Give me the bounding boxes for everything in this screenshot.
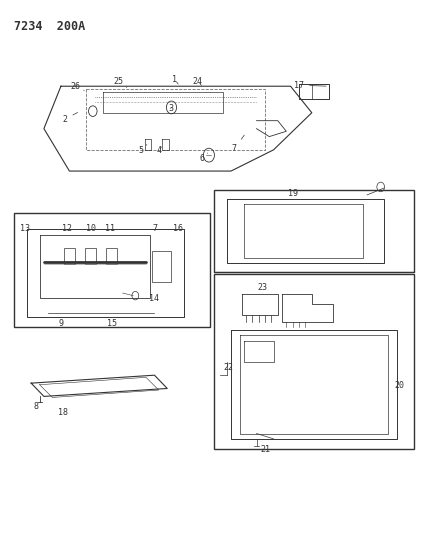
Text: 7234  200A: 7234 200A	[14, 20, 86, 33]
Text: 23: 23	[258, 283, 268, 292]
Text: 17: 17	[294, 80, 326, 90]
Text: 10: 10	[86, 224, 96, 233]
Text: 25: 25	[113, 77, 127, 87]
Text: 21: 21	[260, 445, 270, 454]
Bar	[214, 190, 414, 272]
Text: 11: 11	[105, 224, 115, 233]
Text: 6: 6	[199, 153, 208, 164]
Text: 18: 18	[58, 408, 68, 416]
Text: 24: 24	[193, 77, 203, 86]
Text: 20: 20	[394, 381, 404, 390]
Bar	[14, 214, 210, 327]
Text: 2: 2	[62, 112, 77, 124]
Text: 13: 13	[20, 224, 30, 233]
Text: 22: 22	[224, 363, 234, 372]
Text: 7: 7	[152, 224, 157, 233]
Bar	[85, 248, 96, 264]
Text: 15: 15	[107, 319, 117, 328]
Bar	[107, 248, 117, 264]
Text: 5: 5	[138, 144, 147, 156]
Text: 19: 19	[288, 189, 297, 198]
Bar	[214, 274, 414, 449]
Text: 3: 3	[168, 104, 173, 113]
Text: 12: 12	[62, 224, 72, 233]
Text: 8: 8	[34, 402, 39, 411]
Text: 4: 4	[156, 147, 161, 156]
Text: 1: 1	[172, 75, 178, 84]
Bar	[64, 248, 74, 264]
Text: 26: 26	[71, 82, 84, 91]
Text: 16: 16	[173, 224, 183, 233]
Bar	[152, 251, 172, 282]
Text: 7: 7	[232, 135, 244, 154]
Text: 9: 9	[58, 319, 63, 328]
Text: 14: 14	[149, 294, 160, 303]
